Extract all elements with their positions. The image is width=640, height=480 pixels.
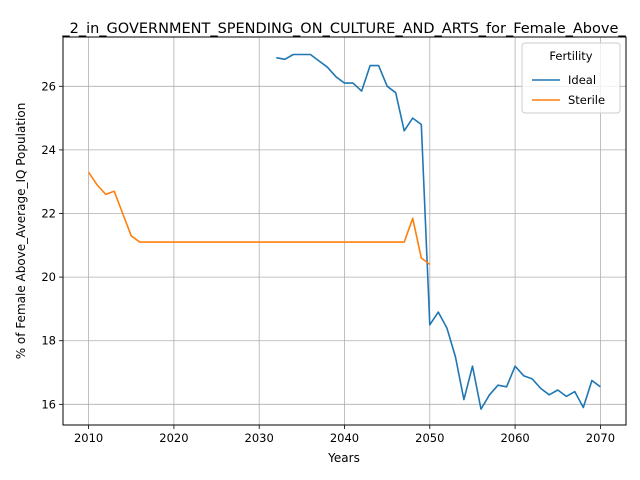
- y-tick-label: 24: [41, 143, 56, 157]
- chart-title: _2_in_GOVERNMENT_SPENDING_ON_CULTURE_AND…: [61, 21, 626, 37]
- legend-box: [521, 42, 621, 114]
- x-tick-label: 2050: [415, 431, 444, 445]
- series-line-ideal: [276, 53, 601, 410]
- y-axis-label: % of Female Above_Average_IQ Population: [14, 103, 28, 360]
- y-tick-label: 18: [41, 334, 56, 348]
- x-tick-label: 2060: [500, 431, 529, 445]
- y-tick-label: 20: [41, 270, 56, 284]
- y-tick-label: 22: [41, 207, 56, 221]
- x-tick-label: 2020: [159, 431, 188, 445]
- x-tick-label: 2030: [245, 431, 274, 445]
- legend: Fertility Ideal Sterile: [521, 42, 621, 114]
- x-tick-label: 2070: [586, 431, 615, 445]
- legend-label-ideal: Ideal: [568, 73, 596, 87]
- series-line-sterile: [87, 171, 431, 266]
- y-tick-label: 26: [41, 79, 56, 93]
- x-tick-label: 2040: [330, 431, 359, 445]
- y-ticks: 16 18 20 22 24 26: [41, 79, 63, 411]
- x-ticks: 2010 2020 2030 2040 2050 2060 2070: [74, 425, 615, 445]
- x-tick-label: 2010: [74, 431, 103, 445]
- series-lines: [87, 53, 601, 410]
- legend-label-sterile: Sterile: [568, 93, 605, 107]
- x-axis-label: Years: [327, 451, 360, 465]
- legend-title: Fertility: [549, 49, 592, 63]
- y-tick-label: 16: [41, 397, 56, 411]
